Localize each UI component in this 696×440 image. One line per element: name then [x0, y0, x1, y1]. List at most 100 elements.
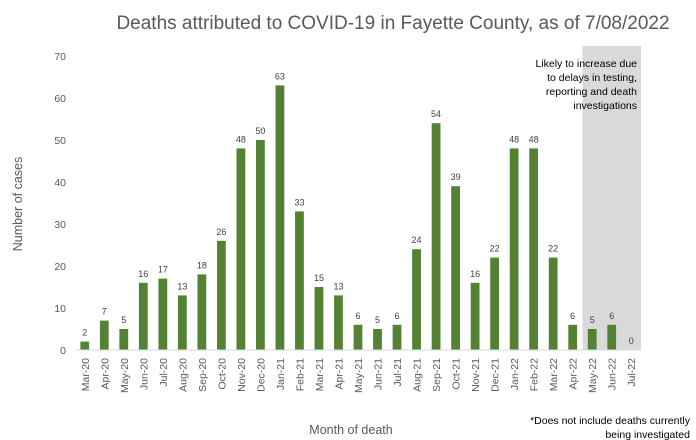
- shaded-region-layer: [582, 46, 641, 350]
- data-label: 5: [375, 315, 380, 325]
- data-label: 63: [275, 71, 285, 81]
- bar: [431, 123, 441, 350]
- x-tick-label: Jun-20: [138, 358, 150, 390]
- bar: [373, 329, 382, 350]
- x-tick-label: Dec-20: [255, 358, 267, 392]
- y-tick-label: 40: [54, 177, 66, 189]
- bar: [451, 186, 460, 350]
- x-tick-label: Jul-22: [626, 358, 638, 387]
- data-label: 13: [333, 281, 343, 291]
- x-axis-title: Month of death: [309, 423, 392, 437]
- x-tick-label: Aug-20: [177, 358, 189, 392]
- x-tick-label: Apr-21: [333, 358, 345, 390]
- y-axis-title: Number of cases: [11, 157, 25, 251]
- x-tick-label: Jan-22: [509, 358, 521, 390]
- bar: [490, 257, 500, 350]
- x-tick-label: Nov-20: [236, 358, 248, 392]
- y-tick-label: 20: [54, 261, 66, 273]
- data-label: 15: [314, 273, 324, 283]
- bar: [236, 148, 246, 350]
- shaded-region: [582, 46, 641, 350]
- x-tick-label: Oct-21: [451, 358, 463, 390]
- data-label: 5: [121, 315, 126, 325]
- bar: [275, 85, 285, 351]
- x-tick-label: Dec-21: [490, 358, 502, 392]
- bar: [158, 278, 168, 350]
- bar: [216, 240, 226, 350]
- data-label: 5: [590, 315, 595, 325]
- x-tick-label: Sep-20: [197, 358, 209, 392]
- bar: [470, 282, 480, 350]
- x-tick-label: Oct-20: [216, 358, 228, 390]
- data-label: 50: [255, 126, 265, 136]
- x-tick-label: Jul-21: [392, 358, 404, 387]
- y-tick-label: 60: [54, 93, 66, 105]
- bar: [392, 324, 402, 350]
- x-tick-label: May-21: [353, 358, 365, 393]
- x-tick-label: Mar-20: [80, 358, 92, 391]
- footnote: *Does not include deaths currently being …: [530, 415, 691, 440]
- x-tick-label: Apr-20: [99, 358, 111, 390]
- x-tick-label: Feb-21: [294, 358, 306, 391]
- shaded-note: Likely to increase due to delays in testi…: [535, 58, 637, 112]
- x-tick-label: Aug-21: [412, 358, 424, 392]
- data-label: 2: [82, 328, 87, 338]
- data-label: 24: [412, 235, 422, 245]
- bar: [587, 329, 597, 350]
- y-tick-label: 10: [54, 303, 66, 315]
- shaded-note-line: Likely to increase due: [535, 58, 637, 70]
- bar: [295, 211, 304, 350]
- bar: [607, 324, 617, 350]
- data-label: 48: [509, 134, 519, 144]
- y-tick-label: 70: [54, 51, 66, 63]
- bar: [334, 295, 343, 350]
- x-tick-label: Apr-22: [568, 358, 580, 390]
- footnote-line: *Does not include deaths currently: [530, 415, 691, 427]
- data-label: 33: [294, 197, 304, 207]
- x-tick-label: Nov-21: [470, 358, 482, 392]
- data-label: 0: [629, 336, 634, 346]
- bar: [99, 320, 109, 350]
- data-label: 22: [548, 244, 558, 254]
- data-label: 26: [216, 227, 226, 237]
- data-label: 39: [451, 172, 461, 182]
- bar: [353, 324, 363, 350]
- x-axis-ticks: Mar-20 Apr-20 May-20 Jun-20 Jul-20 Aug-20 Sep-…: [80, 358, 638, 393]
- x-tick-label: Jan-21: [275, 358, 287, 390]
- x-tick-label: Jul-20: [158, 358, 170, 387]
- data-label: 16: [470, 269, 480, 279]
- y-tick-label: 30: [54, 219, 66, 231]
- data-label: 6: [570, 311, 575, 321]
- data-label: 18: [197, 260, 207, 270]
- data-label: 17: [158, 265, 168, 275]
- data-label: 54: [431, 109, 441, 119]
- shaded-note-line: to delays in testing,: [547, 72, 637, 84]
- bar: [138, 282, 148, 350]
- bar: [412, 249, 421, 350]
- x-tick-label: Sep-21: [431, 358, 443, 392]
- chart-title: Deaths attributed to COVID-19 in Fayette…: [116, 13, 669, 34]
- footnote-line: being investigated: [605, 429, 690, 440]
- bar: [568, 324, 578, 350]
- x-tick-label: Mar-21: [314, 358, 326, 391]
- x-tick-label: Feb-22: [529, 358, 541, 391]
- x-tick-label: May-20: [119, 358, 131, 393]
- data-label: 48: [236, 134, 246, 144]
- bar: [197, 274, 207, 350]
- data-label: 22: [490, 244, 500, 254]
- bar: [509, 148, 519, 350]
- y-tick-label: 0: [60, 345, 66, 357]
- data-label: 16: [138, 269, 148, 279]
- data-label: 6: [609, 311, 614, 321]
- bar: [529, 148, 539, 350]
- data-label: 13: [177, 281, 187, 291]
- y-axis-ticks: 0 10 20 30 40 50 60 70: [54, 51, 66, 357]
- bar: [119, 329, 129, 350]
- data-label: 7: [102, 307, 107, 317]
- bar: [314, 287, 324, 350]
- x-tick-label: Jun-21: [373, 358, 385, 390]
- x-tick-label: Jun-22: [607, 358, 619, 390]
- shaded-note-line: investigations: [573, 100, 637, 112]
